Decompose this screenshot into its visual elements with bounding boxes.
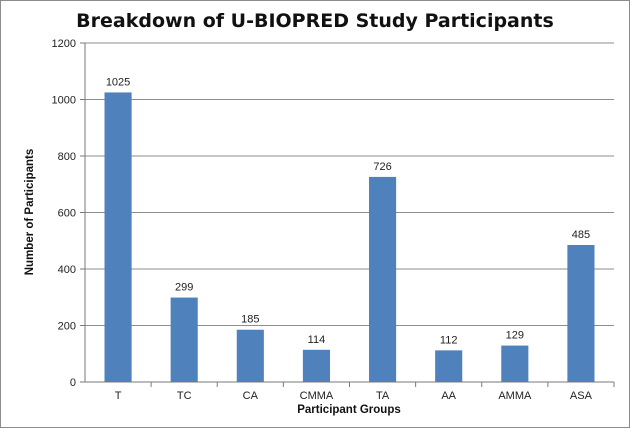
y-tick-label: 1000: [52, 95, 76, 107]
y-tick-label: 600: [58, 208, 76, 220]
data-label: 129: [506, 330, 524, 342]
chart-title: Breakdown of U-BIOPRED Study Participant…: [76, 10, 554, 32]
data-label: 114: [308, 334, 326, 346]
data-label: 1025: [106, 76, 130, 88]
y-tick-label: 800: [58, 151, 76, 163]
x-tick-label: CA: [243, 390, 259, 402]
bar-amma: [501, 345, 529, 382]
data-label: 485: [572, 229, 590, 241]
y-tick-label: 200: [58, 321, 76, 333]
data-label: 112: [440, 334, 458, 346]
x-tick-label: AMMA: [498, 390, 532, 402]
y-tick-label: 400: [58, 264, 76, 276]
data-label: 299: [175, 282, 193, 294]
y-tick-label: 1200: [52, 38, 76, 50]
y-tick-label: 0: [70, 377, 76, 389]
bar-tc: [170, 297, 198, 382]
bar-cmma: [302, 349, 330, 382]
x-tick-label: TA: [376, 390, 390, 402]
bar-aa: [435, 350, 463, 382]
data-labels: 1025 299 185 114 726 112 129 485: [106, 76, 590, 346]
x-tick-label: CMMA: [300, 390, 334, 402]
x-tick-label: AA: [441, 390, 456, 402]
bars: [104, 92, 595, 382]
x-tick-label: ASA: [570, 390, 593, 402]
bar-t: [104, 92, 132, 382]
bar-ca: [236, 329, 264, 382]
bar-asa: [567, 244, 595, 382]
x-tick-label: TC: [177, 390, 192, 402]
gridlines: [85, 42, 614, 326]
data-label: 185: [241, 314, 259, 326]
x-tick-label: T: [115, 390, 122, 402]
x-axis-title: Participant Groups: [297, 404, 401, 416]
axes: 0 200 400 600 800 1000 1200 T TC CA CMMA TA AA AMMA AS…: [52, 38, 615, 402]
y-axis-title: Number of Participants: [24, 149, 36, 276]
data-label: 726: [373, 161, 391, 173]
bar-ta: [369, 176, 397, 382]
